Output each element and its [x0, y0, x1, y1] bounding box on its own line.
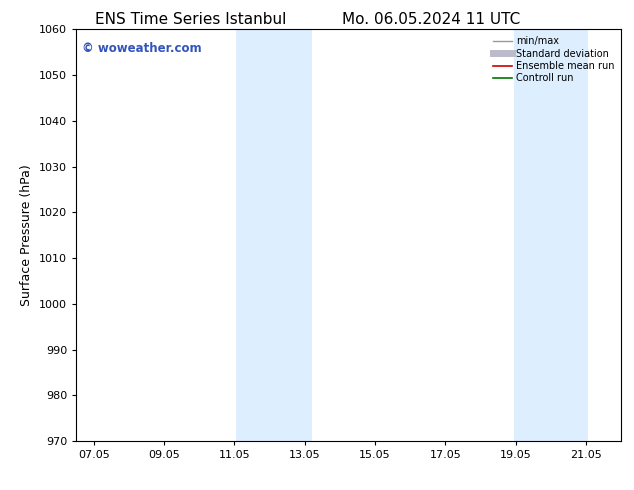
Bar [236, 29, 269, 441]
Text: © woweather.com: © woweather.com [82, 42, 201, 55]
Y-axis label: Surface Pressure (hPa): Surface Pressure (hPa) [20, 164, 34, 306]
Text: Mo. 06.05.2024 11 UTC: Mo. 06.05.2024 11 UTC [342, 12, 521, 27]
Legend: min/max, Standard deviation, Ensemble mean run, Controll run: min/max, Standard deviation, Ensemble me… [491, 34, 616, 85]
Bar [514, 29, 549, 441]
Bar [269, 29, 312, 441]
Bar [549, 29, 588, 441]
Text: ENS Time Series Istanbul: ENS Time Series Istanbul [94, 12, 286, 27]
